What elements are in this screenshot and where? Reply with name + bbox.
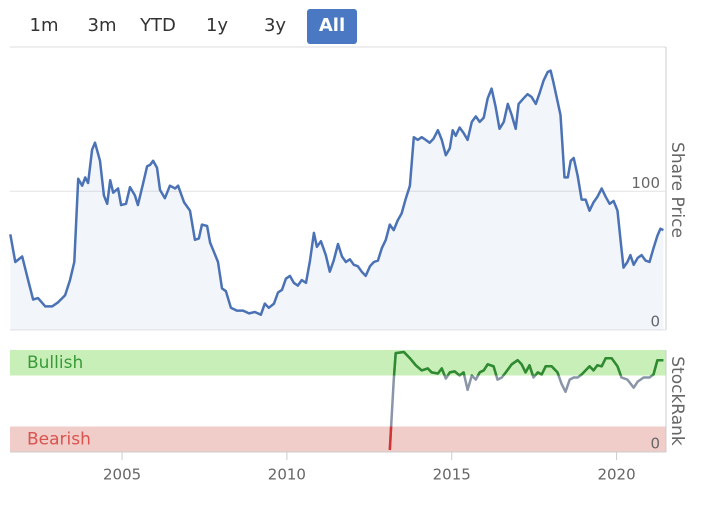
y-tick-label: 0 xyxy=(650,313,660,331)
axis-title: Share Price xyxy=(667,142,687,238)
range-button[interactable]: YTD xyxy=(139,15,176,36)
axis-title: StockRank xyxy=(667,356,687,446)
price-line xyxy=(9,69,664,316)
band-label: Bearish xyxy=(27,429,91,449)
x-tick-label: 2005 xyxy=(103,466,141,484)
y-tick-label: 100 xyxy=(631,174,660,192)
plot-band xyxy=(10,350,666,376)
plot-band xyxy=(10,426,666,452)
x-tick-label: 2010 xyxy=(268,466,306,484)
range-button[interactable]: 1m xyxy=(30,15,59,36)
range-button[interactable]: All xyxy=(319,15,345,36)
button-bg[interactable] xyxy=(307,9,357,44)
range-button[interactable]: 3m xyxy=(88,15,117,36)
band-label: Bullish xyxy=(27,353,83,373)
x-tick-label: 2015 xyxy=(433,466,471,484)
area-fill xyxy=(10,70,664,330)
rank-line-bullish xyxy=(392,350,664,376)
y-tick-label: 0 xyxy=(650,435,660,453)
range-button[interactable]: 3y xyxy=(264,15,286,36)
range-button[interactable]: 1y xyxy=(206,15,228,36)
x-tick-label: 2020 xyxy=(597,466,635,484)
